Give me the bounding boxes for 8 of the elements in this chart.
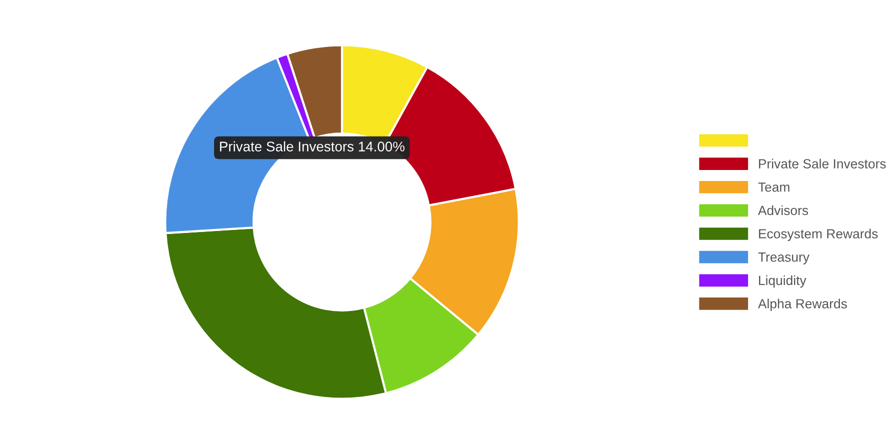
legend-label: Ecosystem Rewards — [759, 228, 878, 242]
legend-label: Advisors — [758, 205, 808, 216]
legend-label: Private Sale Investors — [759, 158, 886, 168]
legend-label: Alpha Rewards — [758, 298, 847, 312]
legend-label: Team — [758, 182, 790, 192]
text: Private Sale Investors 14.00% — [220, 141, 404, 152]
legend-label: Liquidity — [759, 275, 806, 288]
legend-label: Treasury — [758, 252, 810, 264]
